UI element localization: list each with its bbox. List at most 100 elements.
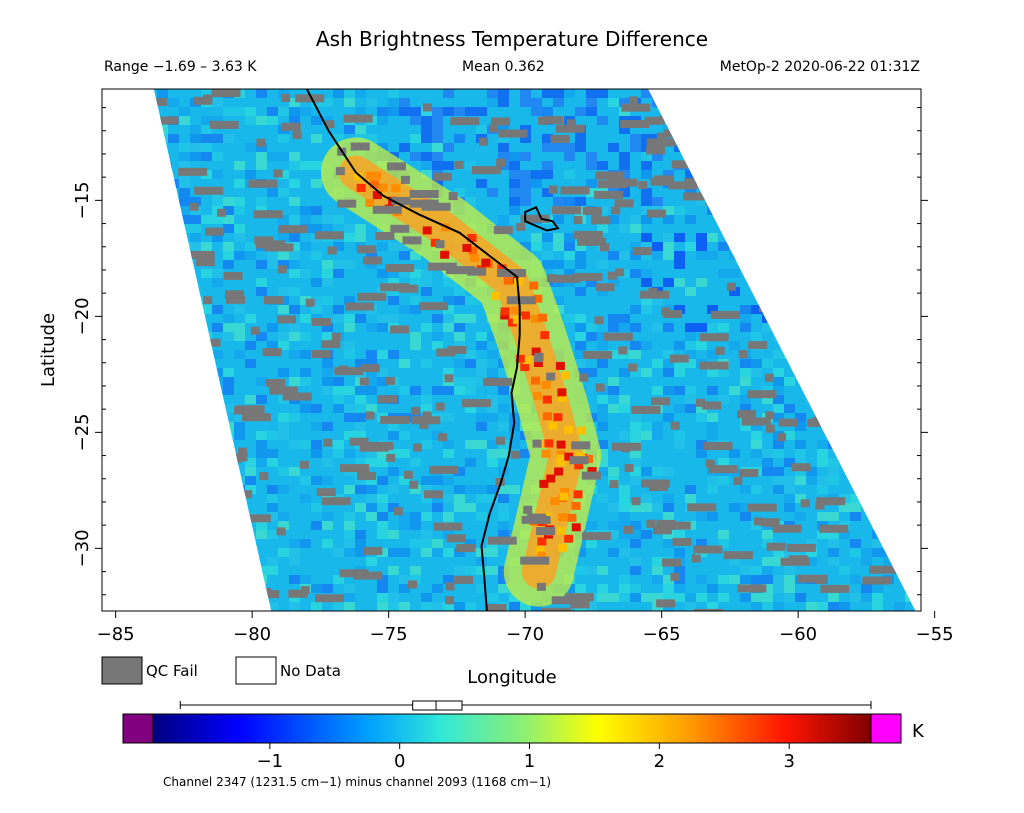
qc-fail-cell xyxy=(886,100,896,109)
qc-fail-cell xyxy=(668,181,698,190)
data-cell xyxy=(619,575,630,584)
data-cell xyxy=(641,566,652,575)
data-cell xyxy=(641,233,652,242)
data-cell xyxy=(608,449,619,458)
data-cell xyxy=(652,197,663,206)
data-cell xyxy=(190,287,201,296)
data-cell xyxy=(729,233,740,242)
data-cell xyxy=(872,152,883,161)
data-cell xyxy=(498,413,509,422)
data-cell xyxy=(399,386,410,395)
data-cell xyxy=(707,98,718,107)
data-cell xyxy=(861,377,872,386)
data-cell xyxy=(168,431,179,440)
data-cell xyxy=(421,134,432,143)
data-cell xyxy=(795,305,806,314)
data-cell xyxy=(509,206,520,215)
data-cell xyxy=(256,143,267,152)
data-cell xyxy=(806,467,817,476)
data-cell xyxy=(432,296,443,305)
data-cell xyxy=(597,566,608,575)
qc-fail-cell xyxy=(708,182,738,191)
data-cell xyxy=(399,314,410,323)
qc-fail-cell xyxy=(250,326,260,335)
data-cell xyxy=(795,422,806,431)
data-cell xyxy=(498,143,509,152)
data-cell xyxy=(509,161,520,170)
data-cell xyxy=(696,575,707,584)
qc-fail-cell xyxy=(454,575,474,584)
data-cell xyxy=(839,413,850,422)
qc-fail-cell xyxy=(119,492,148,500)
qc-fail-cell xyxy=(520,214,550,223)
data-cell xyxy=(153,494,157,503)
data-cell xyxy=(344,602,355,611)
data-cell xyxy=(377,602,388,611)
qc-fail-cell xyxy=(338,365,348,374)
data-cell xyxy=(872,503,883,512)
data-cell xyxy=(894,305,905,314)
data-cell xyxy=(575,260,586,269)
data-cell xyxy=(784,359,795,368)
data-cell xyxy=(102,467,113,476)
data-cell xyxy=(850,206,861,215)
data-cell xyxy=(586,179,597,188)
data-cell xyxy=(113,296,124,305)
data-cell xyxy=(344,512,355,521)
data-cell xyxy=(905,440,916,449)
qc-fail-cell xyxy=(108,412,137,420)
qc-fail-cell xyxy=(340,464,370,473)
qc-fail-cell xyxy=(699,333,729,342)
qc-fail-cell xyxy=(126,502,135,510)
data-cell xyxy=(256,341,267,350)
data-cell xyxy=(278,215,289,224)
data-cell xyxy=(817,116,828,125)
qc-fail-cell xyxy=(583,350,613,359)
data-cell xyxy=(751,422,762,431)
data-cell xyxy=(245,485,256,494)
data-cell xyxy=(168,332,179,341)
data-cell xyxy=(179,224,190,233)
data-cell xyxy=(168,323,179,332)
data-cell xyxy=(872,548,883,557)
qc-fail-cell xyxy=(785,95,795,104)
qc-fail-cell xyxy=(835,160,855,169)
data-cell xyxy=(157,197,168,206)
data-cell xyxy=(498,215,509,224)
data-cell xyxy=(608,548,619,557)
data-cell xyxy=(289,548,300,557)
data-cell xyxy=(696,134,707,143)
data-cell xyxy=(454,485,465,494)
data-cell xyxy=(289,377,300,386)
qc-fail-cell xyxy=(672,100,702,109)
data-cell xyxy=(542,188,553,197)
data-cell xyxy=(278,404,289,413)
qc-fail-cell xyxy=(656,519,676,528)
data-cell xyxy=(179,215,190,224)
data-cell xyxy=(861,431,872,440)
qc-fail-cell xyxy=(663,129,693,138)
data-cell xyxy=(201,395,212,404)
data-cell xyxy=(806,395,817,404)
data-cell xyxy=(729,575,740,584)
data-cell xyxy=(201,134,212,143)
data-cell xyxy=(212,152,223,161)
qc-fail-cell xyxy=(702,152,712,161)
qc-fail-cell xyxy=(487,604,507,611)
data-cell xyxy=(641,188,652,197)
data-cell xyxy=(432,143,443,152)
qc-fail-cell xyxy=(718,159,738,168)
qc-fail-cell xyxy=(571,441,591,450)
data-cell xyxy=(487,593,498,602)
qc-fail-cell xyxy=(741,417,771,426)
qc-fail-cell xyxy=(705,459,715,468)
data-cell xyxy=(520,449,531,458)
data-cell xyxy=(663,125,674,134)
data-cell xyxy=(817,413,828,422)
data-cell xyxy=(289,350,300,359)
data-cell xyxy=(311,161,322,170)
data-cell xyxy=(113,323,124,332)
data-cell xyxy=(850,314,861,323)
data-cell xyxy=(102,224,113,233)
data-cell xyxy=(333,602,344,611)
